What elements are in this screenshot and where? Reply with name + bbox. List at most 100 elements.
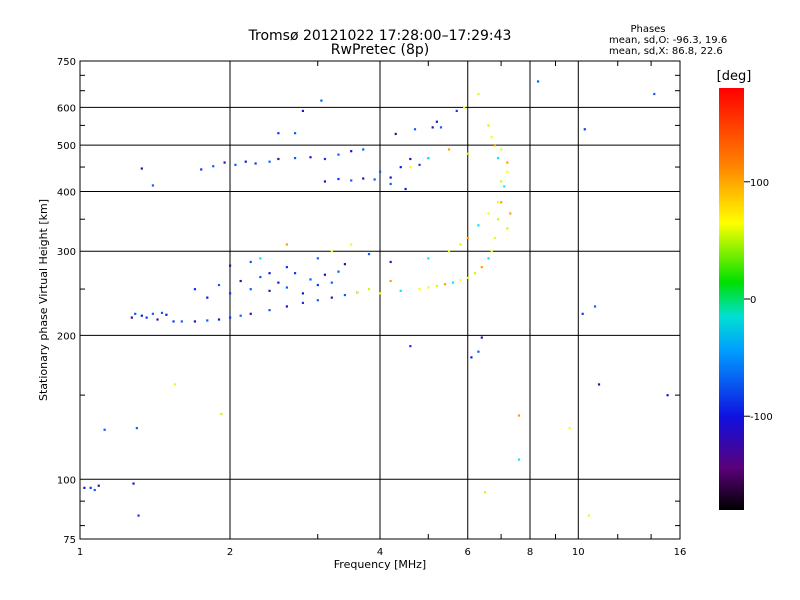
echo-point bbox=[217, 283, 221, 287]
echo-point bbox=[506, 227, 509, 230]
echo-point bbox=[593, 305, 597, 308]
echo-points bbox=[83, 80, 669, 517]
echo-point bbox=[583, 128, 586, 131]
echo-point bbox=[301, 301, 305, 304]
echo-point bbox=[330, 250, 333, 253]
echo-point bbox=[134, 312, 137, 315]
stats-heading: Phases bbox=[630, 24, 665, 35]
colorbar bbox=[719, 88, 744, 510]
echo-point bbox=[217, 318, 221, 321]
echo-point bbox=[493, 144, 497, 147]
echo-point bbox=[568, 427, 571, 430]
echo-point bbox=[427, 257, 430, 260]
echo-point bbox=[581, 312, 584, 315]
echo-point bbox=[293, 132, 297, 135]
echo-point bbox=[439, 126, 443, 129]
echo-point bbox=[200, 168, 203, 171]
echo-point bbox=[389, 279, 392, 283]
echo-point bbox=[277, 157, 280, 161]
echo-point bbox=[466, 152, 469, 155]
echo-point bbox=[350, 179, 353, 182]
echo-point bbox=[249, 288, 252, 291]
echo-point bbox=[466, 276, 469, 279]
x-tick-label: 6 bbox=[465, 547, 471, 558]
echo-point bbox=[323, 273, 327, 276]
echo-point bbox=[285, 266, 288, 269]
echo-point bbox=[399, 166, 402, 169]
echo-point bbox=[223, 161, 226, 164]
echo-point bbox=[277, 132, 280, 135]
echo-point bbox=[309, 156, 312, 159]
echo-point bbox=[455, 109, 458, 113]
echo-point bbox=[293, 272, 297, 275]
echo-point bbox=[229, 316, 232, 319]
y-tick-label: 75 bbox=[63, 535, 76, 546]
colorbar-tick-label: 0 bbox=[750, 295, 756, 306]
echo-point bbox=[500, 148, 503, 151]
echo-point bbox=[496, 201, 500, 204]
echo-point bbox=[137, 514, 140, 517]
echo-point bbox=[254, 162, 257, 165]
echo-point bbox=[487, 212, 490, 215]
echo-point bbox=[451, 281, 455, 284]
echo-point bbox=[140, 314, 143, 317]
echo-point bbox=[466, 236, 469, 240]
echo-point bbox=[536, 80, 540, 83]
echo-point bbox=[277, 281, 280, 284]
echo-point bbox=[229, 264, 232, 267]
echo-point bbox=[206, 319, 209, 322]
echo-point bbox=[484, 491, 487, 494]
echo-point bbox=[249, 312, 252, 315]
colorbar-label: [deg] bbox=[717, 69, 752, 84]
echo-point bbox=[356, 291, 359, 294]
echo-point bbox=[206, 296, 209, 299]
echo-point bbox=[477, 224, 480, 227]
x-tick-label: 4 bbox=[377, 547, 383, 558]
axis-ticks: 1 2 4 6 8 10 16 75 100 200 300 400 500 600 750 bbox=[57, 57, 686, 558]
colorbar-tick-label: 100 bbox=[750, 178, 769, 189]
echo-point bbox=[379, 292, 382, 295]
echo-point bbox=[285, 305, 288, 308]
echo-point bbox=[343, 293, 347, 297]
echo-point bbox=[443, 283, 447, 286]
echo-point bbox=[350, 243, 353, 246]
y-tick-label: 400 bbox=[57, 187, 76, 198]
echo-point bbox=[212, 165, 215, 168]
echo-point bbox=[89, 486, 92, 489]
echo-point bbox=[323, 157, 327, 161]
echo-point bbox=[490, 136, 493, 139]
echo-point bbox=[597, 383, 601, 386]
x-tick-label: 1 bbox=[77, 547, 83, 558]
x-tick-label: 2 bbox=[227, 547, 233, 558]
stats-o-mode: mean, sd,O: -96.3, 19.6 bbox=[609, 35, 727, 46]
echo-point bbox=[330, 281, 333, 284]
echo-point bbox=[418, 163, 421, 166]
echo-point bbox=[653, 92, 656, 96]
y-tick-label: 600 bbox=[57, 103, 76, 114]
echo-point bbox=[459, 279, 462, 282]
echo-point bbox=[316, 299, 319, 302]
echo-point bbox=[373, 178, 376, 181]
echo-point bbox=[156, 318, 159, 321]
echo-point bbox=[350, 150, 353, 153]
echo-point bbox=[301, 292, 305, 295]
echo-point bbox=[409, 166, 412, 169]
echo-point bbox=[362, 177, 365, 180]
echo-point bbox=[389, 260, 392, 264]
chart-subtitle: RwPretec (8p) bbox=[331, 42, 429, 58]
echo-point bbox=[130, 316, 133, 319]
echo-point bbox=[239, 314, 242, 317]
echo-point bbox=[517, 414, 521, 417]
echo-point bbox=[399, 289, 402, 292]
echo-point bbox=[409, 345, 412, 348]
echo-point bbox=[160, 311, 164, 314]
colorbar-tick-label: -100 bbox=[750, 412, 773, 423]
x-tick-label: 10 bbox=[572, 547, 585, 558]
y-tick-label: 200 bbox=[57, 331, 76, 342]
y-tick-label: 500 bbox=[57, 141, 76, 152]
colorbar-ticks: 100 0 -100 bbox=[744, 178, 773, 423]
echo-point bbox=[666, 394, 669, 397]
echo-point bbox=[496, 218, 500, 221]
echo-point bbox=[103, 428, 106, 431]
